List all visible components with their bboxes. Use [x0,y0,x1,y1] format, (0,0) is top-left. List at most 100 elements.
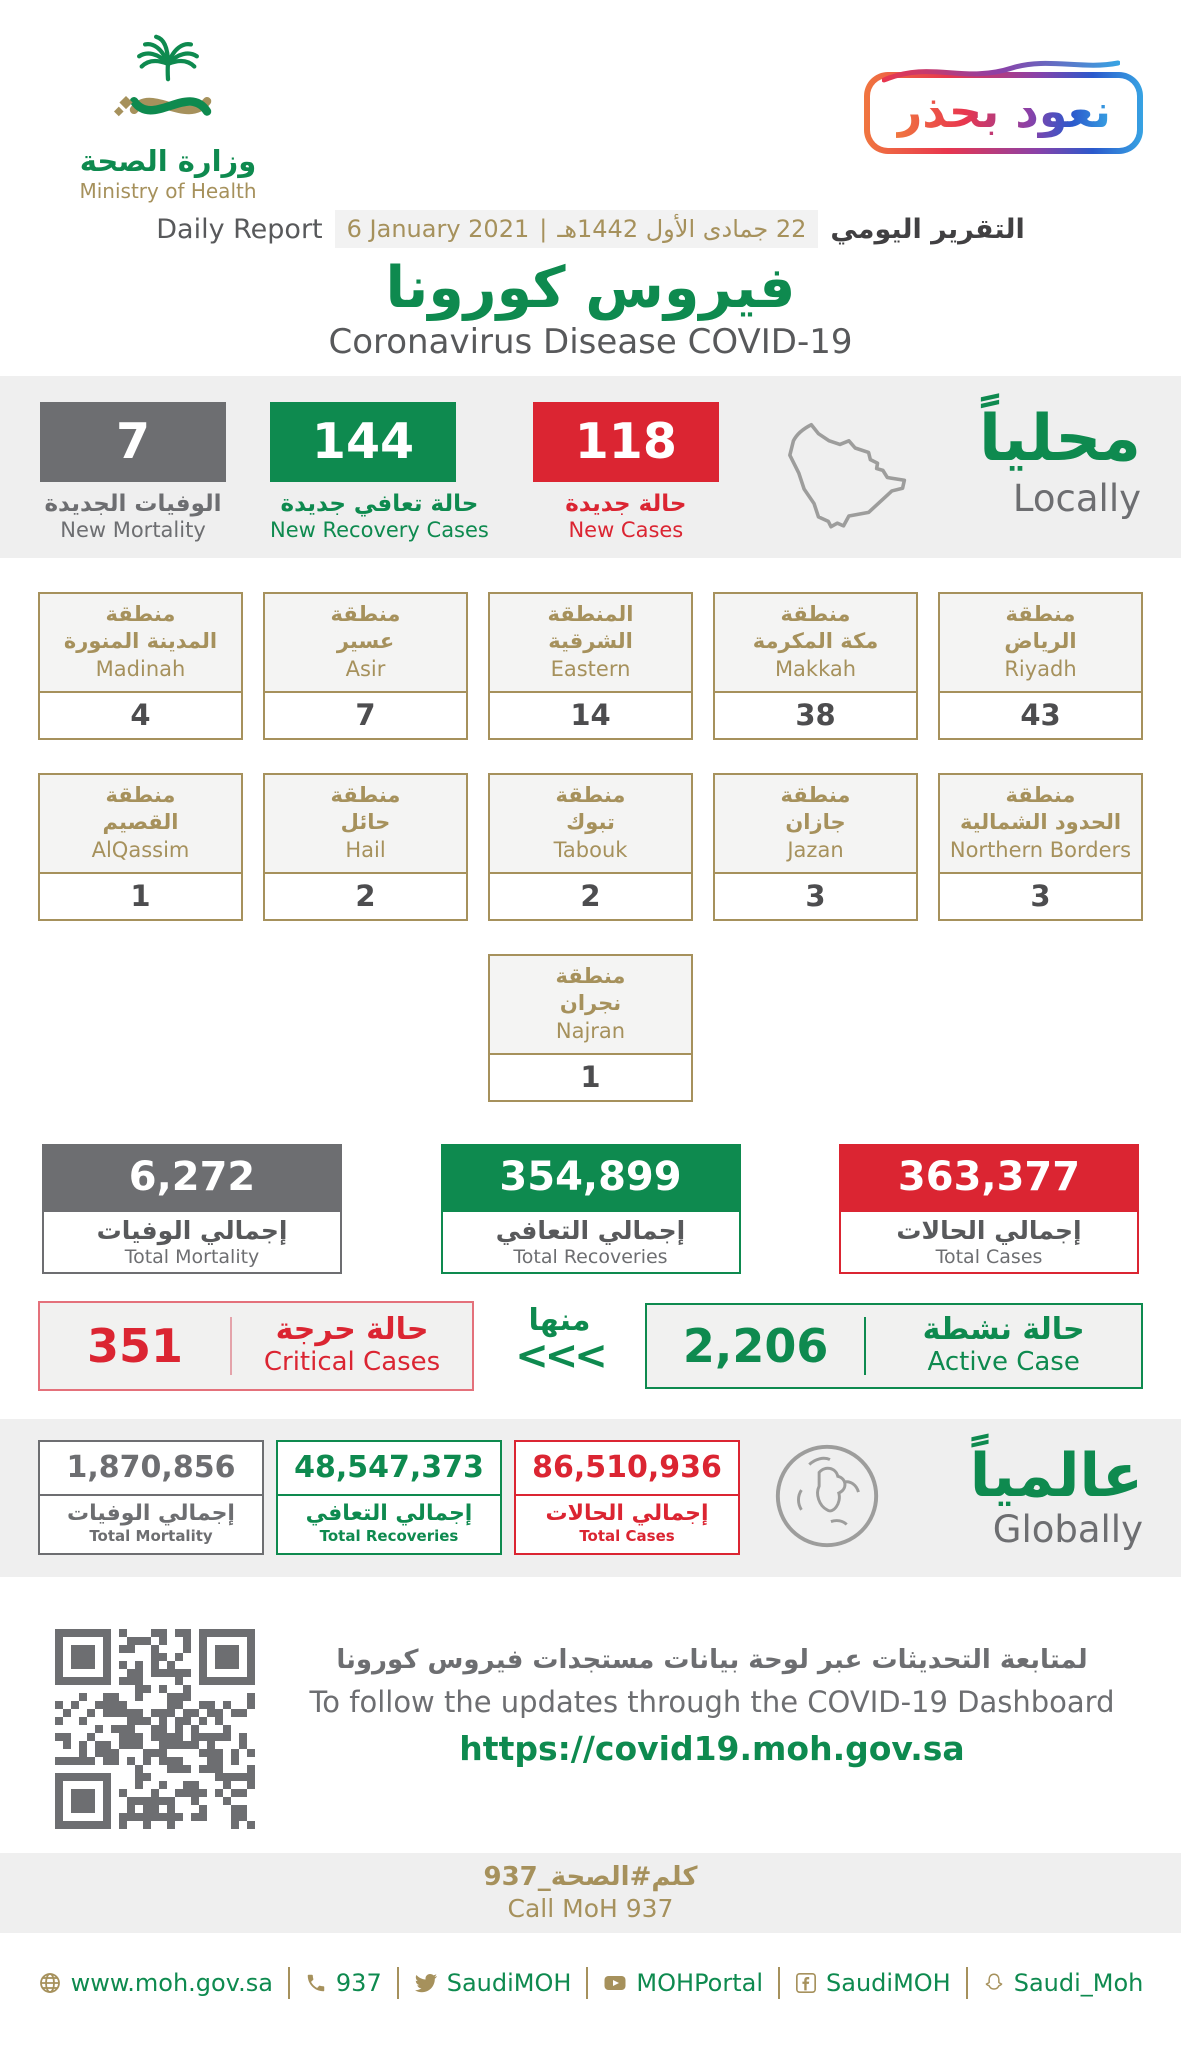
region-box-madinah: منطقة المدينة المنورة Madinah 4 [38,591,243,740]
critical-divider [230,1316,233,1375]
region-box-header: منطقة الحدود الشمالية Northern Borders [940,774,1141,874]
globally-title-english: Globally [992,1507,1143,1551]
active-labels: حالة نشطة Active Case [866,1313,1141,1377]
region-name-english: Riyadh [1004,656,1077,681]
region-box-header: منطقة المدينة المنورة Madinah [40,593,241,693]
region-box-header: منطقة حائل Hail [265,774,466,874]
total-cases-value: 363,377 [839,1143,1139,1210]
footer-social-bar: www.moh.gov.sa 937 SaudiMOH MOHPortal SaudiM… [0,1966,1181,1999]
footer-link-www.moh.gov.sa[interactable]: www.moh.gov.sa [23,1966,290,1999]
page-title-english: Coronavirus Disease COVID-19 [328,321,853,362]
region-new-cases-value: 3 [805,879,826,914]
totals-row: 6,272 إجمالي الوفيات Total Mortality 354,89… [42,1143,1139,1274]
region-box-makkah: منطقة مكة المكرمة Makkah 38 [713,591,918,740]
global-mortality-value: 1,870,856 [40,1442,262,1496]
region-name-arabic: الشرقية [548,629,633,654]
region-box-northern-borders: منطقة الحدود الشمالية Northern Borders 3 [938,772,1143,921]
total-mortality-box: 6,272 إجمالي الوفيات Total Mortality [42,1143,342,1274]
stat-new-cases: 118 حالة جديدة New Cases [532,401,719,542]
total-label: إجمالي الحالات Total Cases [839,1209,1139,1274]
region-name-arabic: الحدود الشمالية [959,810,1122,835]
critical-cases-box: 351 حالة حرجة Critical Cases [38,1300,474,1391]
total-label-arabic: إجمالي الوفيات [96,1215,288,1245]
youtube-icon [603,1971,627,1995]
footer-link-label: SaudiMOH [446,1968,572,1997]
critical-active-row: 351 حالة حرجة Critical Cases منها <<< 2,… [38,1300,1143,1391]
dashboard-url-link[interactable]: https://covid19.moh.gov.sa [459,1728,965,1768]
global-label-arabic: إجمالي الوفيات [67,1500,235,1526]
region-name-arabic: المدينة المنورة [63,629,218,654]
region-name-english: Tabouk [553,837,628,862]
globally-title-arabic: عالمياً [969,1440,1143,1511]
page-title-arabic: فيروس كورونا [385,255,796,321]
date-hijri: 22 جمادى الأول 1442هـ [557,215,807,243]
date-row: Daily Report 6 January 2021 | 22 جمادى ا… [0,210,1181,248]
header: وزارة الصحة Ministry of Health نعود بحذر [0,0,1181,208]
stat-value: 7 [40,401,226,482]
region-box-header: منطقة القصيم AlQassim [40,774,241,874]
footer-link-label: MOHPortal [636,1968,764,1997]
stat-value: 118 [532,401,719,482]
region-prefix-arabic: منطقة [555,964,626,989]
critical-label-english: Critical Cases [263,1346,441,1377]
snapchat-icon [983,1972,1005,1994]
region-new-cases-value: 3 [1030,879,1051,914]
region-name-arabic: حائل [340,810,391,835]
chevrons-left-icon: <<< [515,1333,608,1380]
total-cases-box: 363,377 إجمالي الحالات Total Cases [839,1143,1139,1274]
footer-link-937[interactable]: 937 [290,1966,399,1999]
global-labels: إجمالي التعافي Total Recoveries [278,1496,500,1553]
footer-link-saudimoh[interactable]: SaudiMOH [780,1966,968,1999]
badge-text: نعود بحذر [895,84,1111,138]
of-which-indicator: منها <<< [474,1303,645,1380]
stat-label-arabic: الوفيات الجديدة [44,490,222,517]
footer-link-saudi_moh[interactable]: Saudi_Moh [968,1967,1159,1999]
region-box-tabouk: منطقة تبوك Tabouk 2 [488,772,693,921]
locally-title-english: Locally [1012,476,1141,520]
region-prefix-arabic: منطقة [1005,602,1076,627]
region-box-najran: منطقة نجران Najran 1 [488,953,693,1102]
call-moh-section: كلم#الصحة_937 Call MoH 937 [0,1852,1181,1933]
region-name-english: Makkah [774,656,857,681]
region-prefix-arabic: منطقة [780,783,851,808]
region-box-header: منطقة عسير Asir [265,593,466,693]
global-label-english: Total Recoveries [319,1527,459,1546]
total-recoveries-value: 354,899 [440,1143,741,1210]
active-label-english: Active Case [927,1346,1080,1377]
twitter-icon [414,1971,438,1995]
phone-icon [305,1972,327,1994]
footer-link-label: Saudi_Moh [1013,1968,1144,1997]
total-label-english: Total Recoveries [513,1245,668,1268]
region-new-cases-value: 14 [570,698,611,733]
region-new-cases-value: 2 [580,879,601,914]
global-labels: إجمالي الحالات Total Cases [516,1496,738,1553]
region-name-english: Jazan [787,837,844,862]
active-label-arabic: حالة نشطة [922,1312,1085,1348]
region-box-hail: منطقة حائل Hail 2 [263,772,468,921]
total-recoveries-box: 354,899 إجمالي التعافي Total Recoveries [440,1143,741,1274]
footer-link-saudimoh[interactable]: SaudiMOH [399,1966,589,1999]
region-name-english: Najran [555,1018,626,1043]
region-name-english: AlQassim [91,837,190,862]
global-label-english: Total Mortality [89,1527,213,1546]
global-label-english: Total Cases [579,1527,675,1546]
daily-report-label-en: Daily Report [156,213,323,245]
region-box-eastern: المنطقة الشرقية Eastern 14 [488,591,693,740]
global-label-arabic: إجمالي التعافي [305,1500,473,1526]
stat-label-english: New Mortality [60,517,206,542]
globe-icon [38,1971,62,1995]
total-label: إجمالي الوفيات Total Mortality [42,1209,342,1274]
region-name-arabic: مكة المكرمة [752,629,879,654]
region-box-jazan: منطقة جازان Jazan 3 [713,772,918,921]
footer-link-mohportal[interactable]: MOHPortal [588,1966,781,1999]
region-name-arabic: جازان [785,810,846,835]
dashboard-section: لمتابعة التحديثات عبر لوحة بيانات مستجدا… [0,1577,1181,1839]
locally-title-arabic: محلياً [978,401,1141,476]
active-cases-value: 2,206 [682,1318,829,1373]
globe-icon [768,1437,886,1559]
date-gregorian: 6 January 2021 [346,215,530,243]
total-label: إجمالي التعافي Total Recoveries [440,1209,741,1274]
region-prefix-arabic: منطقة [330,783,401,808]
region-new-cases-value: 1 [580,1060,601,1095]
